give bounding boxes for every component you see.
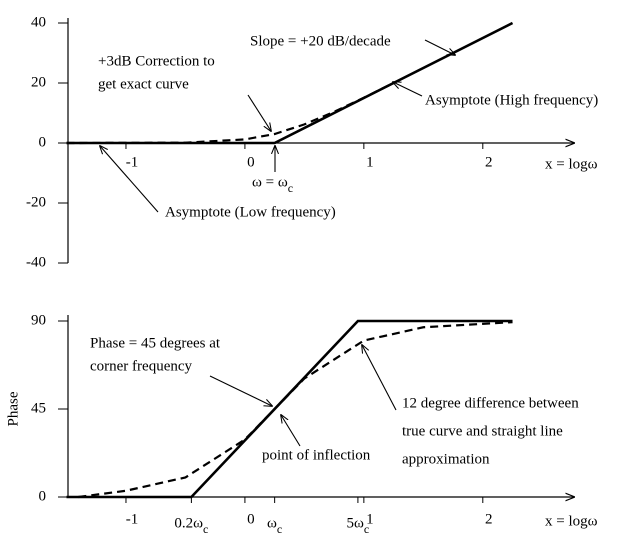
subscript: c <box>203 522 208 536</box>
x-axis-label: x = logω <box>545 513 598 529</box>
y-tick-label: 20 <box>31 74 46 90</box>
y-tick-label: 0 <box>39 488 47 504</box>
y-tick-label: 45 <box>31 400 46 416</box>
x-tick-label: 2 <box>485 511 493 527</box>
y-tick-label: 40 <box>31 14 46 30</box>
x-tick-label: -1 <box>126 154 139 170</box>
annotation: Phase = 45 degrees at <box>90 335 221 351</box>
annotation: +3dB Correction to <box>98 53 215 69</box>
annotation-arrow <box>209 375 272 406</box>
annotation-arrow <box>100 146 159 213</box>
x-tick-label: 0 <box>247 511 255 527</box>
annotation-arrow <box>281 415 301 447</box>
subscript: c <box>364 522 369 536</box>
y-tick-label: -20 <box>26 194 46 210</box>
annotation: true curve and straight line <box>402 423 563 439</box>
annotation: point of inflection <box>262 447 371 463</box>
x-tick-label: 1 <box>366 511 374 527</box>
x-tick-label: 0 <box>247 154 255 170</box>
annotation: get exact curve <box>98 76 189 92</box>
x-axis-label: x = logω <box>545 156 598 172</box>
x-tick-label: -1 <box>126 511 139 527</box>
true-curve <box>78 321 513 499</box>
annotation: Asymptote (Low frequency) <box>165 204 336 220</box>
y-axis-label: Phase <box>5 391 21 426</box>
x-tick-label: 2 <box>485 154 493 170</box>
annotation-arrow <box>424 39 455 55</box>
x-tick-label: ωc <box>267 515 282 535</box>
annotation-arrow <box>362 345 397 411</box>
y-tick-label: 90 <box>31 312 46 328</box>
x-tick-label: 5ωc <box>347 515 370 535</box>
annotation-arrow <box>247 94 271 131</box>
x-tick-label: 1 <box>366 154 374 170</box>
subscript: c <box>277 522 282 536</box>
annotation: ω = ωc <box>252 174 293 194</box>
annotation: corner frequency <box>90 358 193 374</box>
annotation: 12 degree difference between <box>402 395 579 411</box>
annotation-arrow <box>393 82 423 97</box>
y-tick-label: -40 <box>26 254 46 270</box>
true-curve <box>66 82 395 145</box>
annotation: Asymptote (High frequency) <box>425 92 598 108</box>
y-tick-label: 0 <box>39 134 47 150</box>
x-tick-label: 0.2ωc <box>174 515 208 535</box>
annotation: Slope = +20 dB/decade <box>250 33 391 49</box>
subscript: c <box>288 181 293 195</box>
annotation: approximation <box>402 451 490 467</box>
